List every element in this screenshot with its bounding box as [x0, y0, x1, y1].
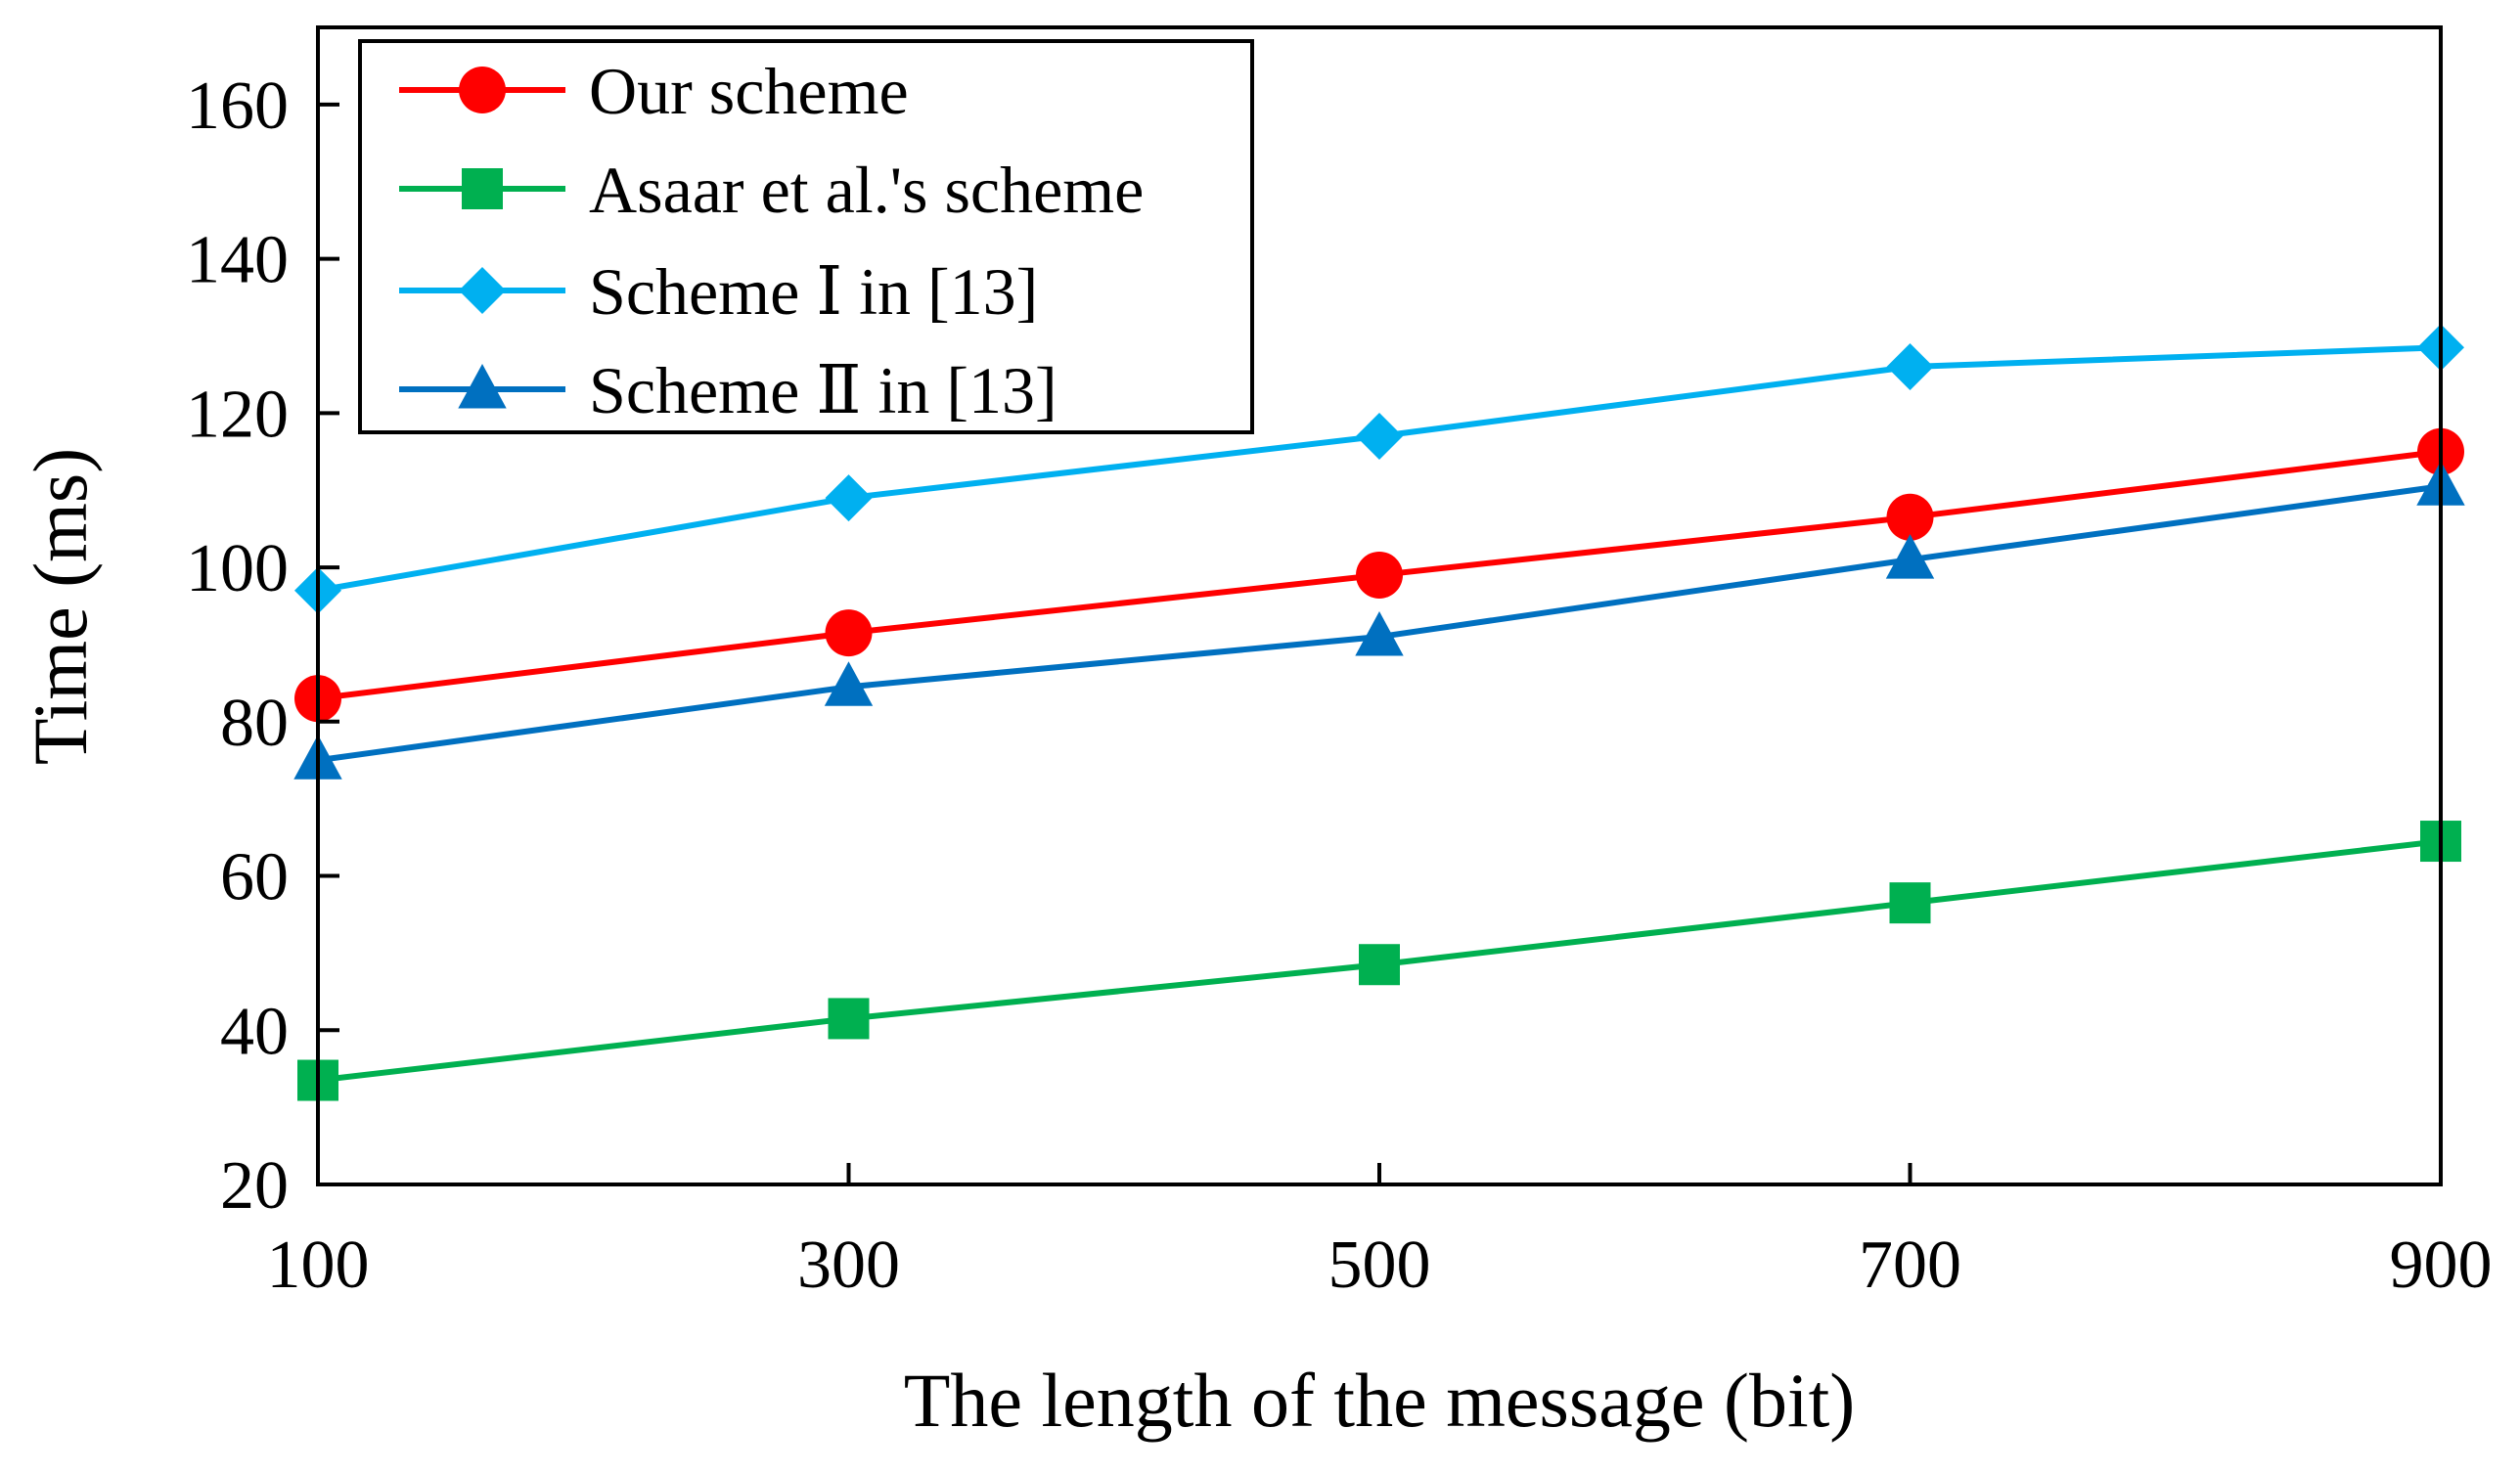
x-tick-label: 100 [267, 1228, 370, 1303]
y-tick-label: 40 [220, 994, 289, 1069]
x-axis: 100 300 500 700 900 [267, 1163, 2493, 1303]
data-point-square [1889, 882, 1931, 924]
data-point-circle [825, 609, 873, 657]
legend-label: Scheme Ⅰ in [13] [589, 254, 1038, 329]
y-axis-title: Time (ms) [18, 448, 103, 765]
y-axis: 20 40 60 80 100 120 140 160 [186, 68, 339, 1224]
legend-box [358, 39, 1254, 434]
legend-marker-circle [459, 67, 506, 113]
data-point-square [828, 998, 870, 1040]
data-point-square [1359, 944, 1400, 986]
y-tick-label: 20 [220, 1148, 289, 1224]
x-tick-label: 900 [2390, 1228, 2493, 1303]
series-layer [293, 324, 2465, 1101]
data-point-triangle [1355, 611, 1404, 656]
x-tick-label: 300 [797, 1228, 900, 1303]
legend-label: Our scheme [589, 54, 909, 128]
y-tick-label: 80 [220, 686, 289, 761]
data-point-diamond [1356, 412, 1403, 460]
data-point-circle [1356, 551, 1403, 599]
legend: Our scheme Asaar et al.'s scheme Scheme Ⅰ … [358, 39, 1254, 434]
x-axis-title: The length of the message (bit) [904, 1358, 1856, 1443]
y-tick-label: 140 [186, 223, 289, 298]
data-point-triangle [1885, 534, 1935, 579]
y-tick-label: 60 [220, 840, 289, 915]
data-point-triangle [824, 661, 874, 706]
legend-label: Scheme Ⅱ in [13] [589, 353, 1058, 427]
x-tick-label: 500 [1328, 1228, 1431, 1303]
y-tick-label: 120 [186, 377, 289, 452]
legend-marker-diamond [459, 267, 506, 314]
legend-marker-square [462, 168, 503, 209]
data-point-diamond [1886, 343, 1934, 391]
y-tick-label: 100 [186, 531, 289, 606]
x-tick-label: 700 [1859, 1228, 1961, 1303]
legend-marker-triangle [458, 364, 507, 409]
data-point-diamond [825, 474, 873, 522]
legend-label: Asaar et al.'s scheme [589, 153, 1144, 227]
data-point-circle [1886, 493, 1934, 541]
y-tick-label: 160 [186, 68, 289, 144]
